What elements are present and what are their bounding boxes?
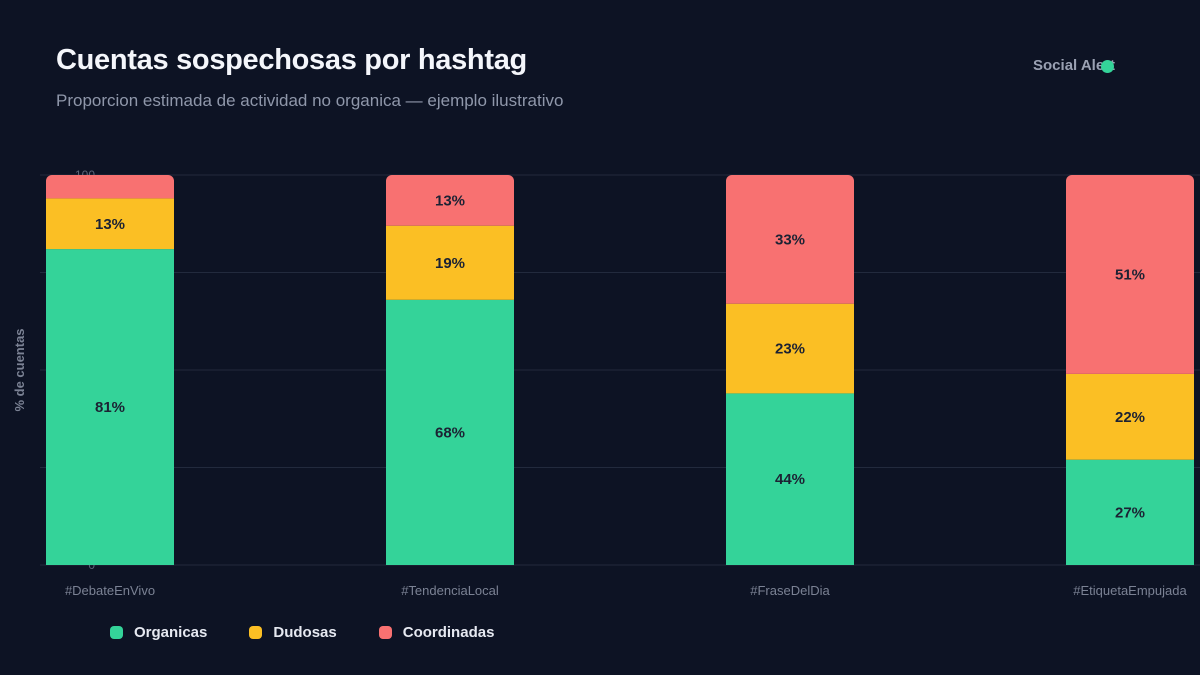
legend-label-dudosas: Dudosas <box>273 624 337 641</box>
brand-status-dot <box>1101 60 1114 73</box>
bar-stack-3 <box>1066 175 1194 565</box>
bar-segment-coordinadas[interactable] <box>726 175 854 304</box>
bar-stack-1 <box>386 175 514 565</box>
bar-value-label: 22% <box>1115 409 1145 426</box>
bar-segment-organicas[interactable] <box>386 299 514 565</box>
chart-title: Cuentas sospechosas por hashtag <box>56 44 527 76</box>
bar-value-label: 81% <box>95 399 125 416</box>
bar-segment-organicas[interactable] <box>726 393 854 565</box>
bar-value-label: 51% <box>1115 266 1145 283</box>
bar-value-label: 13% <box>435 192 465 209</box>
bar-segment-organicas[interactable] <box>1066 459 1194 565</box>
bar-value-label: 68% <box>435 424 465 441</box>
bar-value-label: 44% <box>775 471 805 488</box>
bar-stack-2 <box>726 175 854 565</box>
bar-value-label: 23% <box>775 341 805 358</box>
bar-value-label: 33% <box>775 231 805 248</box>
y-axis-title: % de cuentas <box>12 328 27 411</box>
x-tick-label: #EtiquetaEmpujada <box>1073 583 1187 598</box>
bar-segment-dudosas[interactable] <box>386 225 514 300</box>
legend-label-organicas: Organicas <box>134 624 208 641</box>
bar-segment-dudosas[interactable] <box>726 303 854 394</box>
legend-swatch-coordinadas <box>378 626 392 639</box>
bar-value-label: 27% <box>1115 504 1145 521</box>
brand-label: Social Alert <box>1033 57 1115 74</box>
legend-item-dudosas[interactable]: Dudosas <box>249 624 337 641</box>
bar-segment-dudosas[interactable] <box>1066 373 1194 460</box>
bar-segment-coordinadas[interactable] <box>1066 175 1194 374</box>
legend-label-coordinadas: Coordinadas <box>402 624 495 641</box>
chart-legend: Organicas Dudosas Coordinadas <box>110 624 536 641</box>
bar-segment-dudosas[interactable] <box>46 198 174 250</box>
bar-stack-0 <box>46 175 174 565</box>
x-tick-label: #FraseDelDia <box>750 583 830 598</box>
legend-swatch-organicas <box>110 626 123 639</box>
legend-item-coordinadas[interactable]: Coordinadas <box>378 624 495 641</box>
legend-item-organicas[interactable]: Organicas <box>110 624 207 641</box>
bar-segment-coordinadas[interactable] <box>46 175 174 199</box>
x-tick-label: #DebateEnVivo <box>65 583 155 598</box>
bar-segment-coordinadas[interactable] <box>386 175 514 226</box>
bar-value-label: 13% <box>95 216 125 233</box>
bar-segment-organicas[interactable] <box>46 249 174 565</box>
legend-swatch-dudosas <box>249 626 263 639</box>
chart-subtitle: Proporcion estimada de actividad no orga… <box>56 91 564 110</box>
bar-value-label: 19% <box>435 255 465 272</box>
x-tick-label: #TendenciaLocal <box>401 583 499 598</box>
